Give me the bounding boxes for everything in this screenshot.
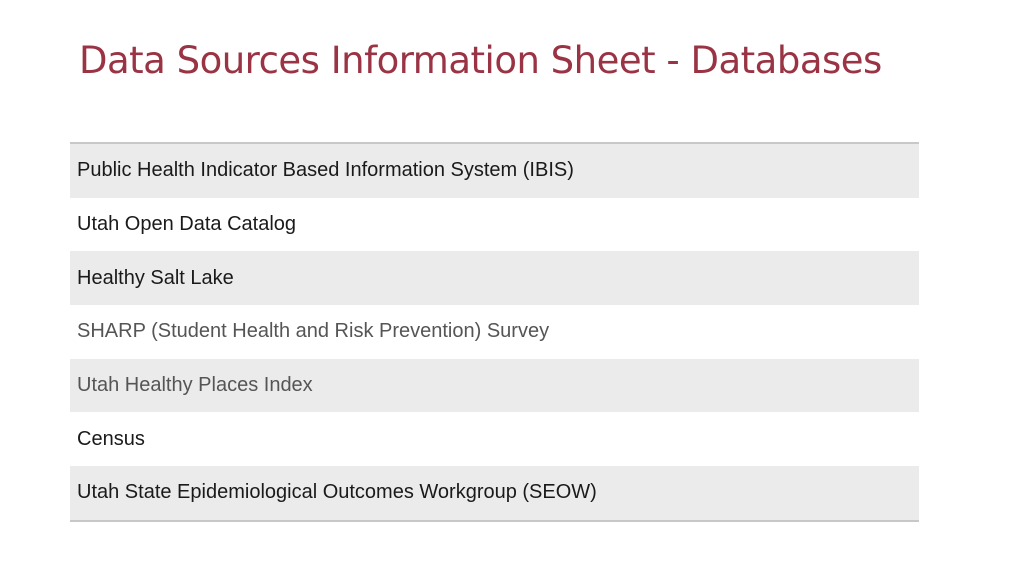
table-row: Public Health Indicator Based Informatio… <box>70 144 919 198</box>
row-label: Census <box>77 427 145 450</box>
slide-title: Data Sources Information Sheet - Databas… <box>79 39 882 82</box>
table-row: Healthy Salt Lake <box>70 251 919 306</box>
row-label: Utah Healthy Places Index <box>77 374 313 397</box>
table-row: SHARP (Student Health and Risk Preventio… <box>70 305 919 359</box>
row-label: Public Health Indicator Based Informatio… <box>77 159 574 182</box>
databases-table: Public Health Indicator Based Informatio… <box>70 142 919 522</box>
row-label: SHARP (Student Health and Risk Preventio… <box>77 320 550 343</box>
row-label: Utah State Epidemiological Outcomes Work… <box>77 481 597 504</box>
table-row: Utah Open Data Catalog <box>70 198 919 252</box>
row-label: Utah Open Data Catalog <box>77 213 297 236</box>
table-row: Utah Healthy Places Index <box>70 358 919 413</box>
row-label: Healthy Salt Lake <box>77 266 234 289</box>
table-row: Utah State Epidemiological Outcomes Work… <box>70 466 919 520</box>
table-row: Census <box>70 412 919 466</box>
